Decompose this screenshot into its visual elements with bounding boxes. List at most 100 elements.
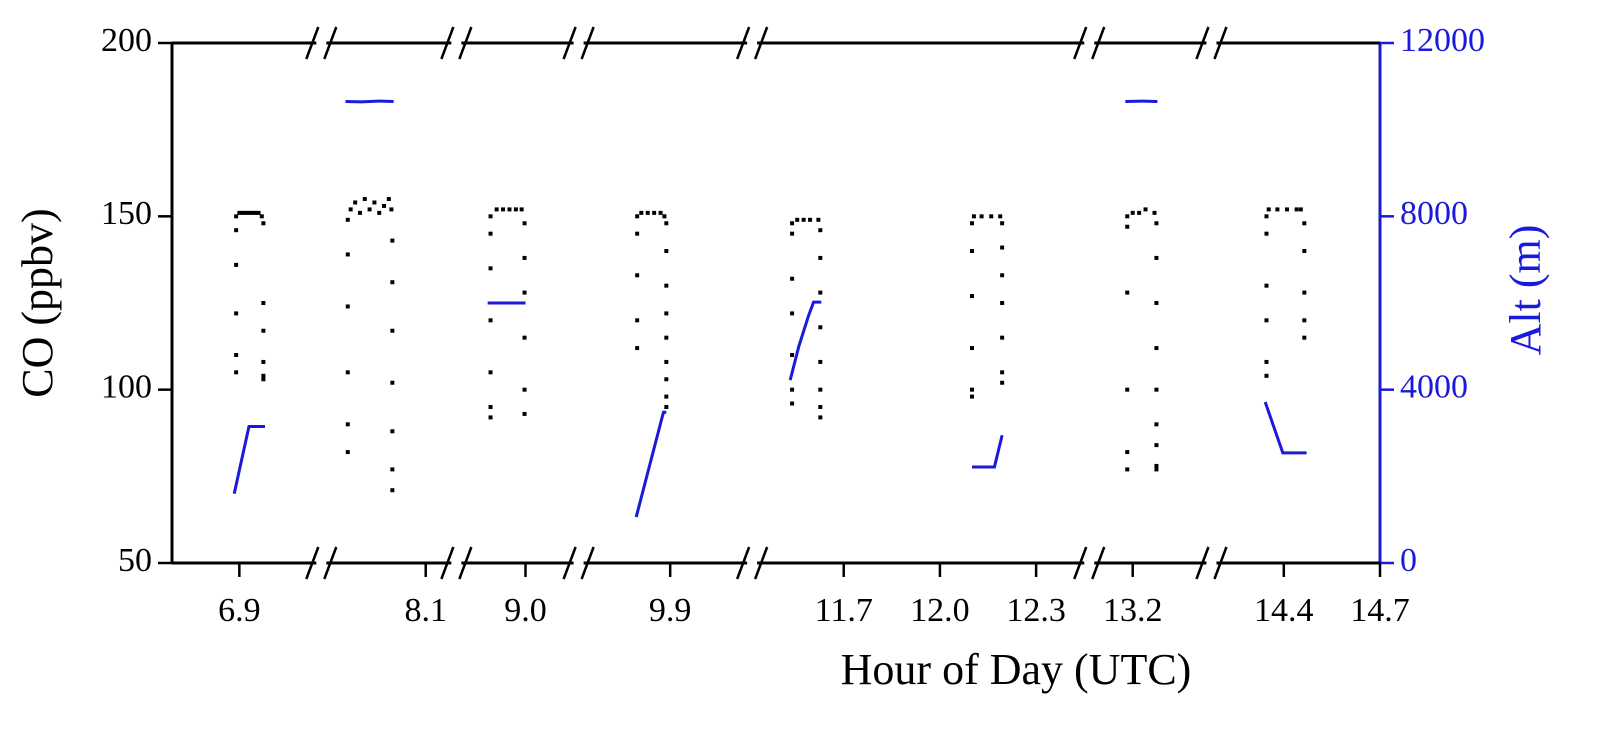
co-point (1000, 273, 1005, 278)
co-point (522, 221, 527, 226)
co-point (1264, 214, 1269, 219)
co-point (1143, 207, 1148, 212)
co-point (664, 394, 669, 399)
co-point (635, 318, 640, 323)
co-point (971, 214, 976, 219)
co-point (635, 214, 640, 219)
co-point (664, 405, 669, 409)
co-point (1154, 467, 1159, 472)
axis-break (1073, 26, 1088, 60)
co-point (389, 207, 394, 212)
co-point (386, 197, 391, 201)
co-point (818, 405, 823, 409)
co-point (1125, 387, 1130, 392)
co-point (488, 231, 493, 236)
co-point (348, 207, 353, 212)
co-point (234, 370, 239, 375)
x-tick-label: 9.0 (504, 592, 547, 629)
co-point (635, 231, 640, 236)
co-point (1000, 245, 1005, 250)
co-point (1125, 467, 1130, 472)
y-tick-label: 150 (101, 195, 152, 232)
co-point (234, 353, 239, 357)
co-point (513, 207, 518, 212)
x-tick-label: 13.2 (1103, 592, 1163, 629)
co-point (664, 283, 669, 288)
co-point (507, 207, 512, 212)
co-point (1152, 210, 1157, 215)
co-point (1154, 346, 1159, 351)
co-point (1266, 207, 1271, 212)
co-point (664, 377, 669, 382)
co-point (390, 380, 395, 385)
axis-break (440, 26, 455, 60)
co-point (664, 359, 669, 364)
co-point (390, 488, 395, 493)
axis-break (562, 26, 577, 60)
co-point (1154, 301, 1159, 305)
co-point (969, 294, 974, 299)
co-point (1000, 301, 1005, 305)
axis-break (305, 546, 320, 580)
co-point (1154, 221, 1159, 226)
co-point (367, 207, 372, 212)
co-point (664, 249, 669, 253)
co-point (816, 217, 821, 222)
co-point (790, 221, 795, 226)
co-point (790, 387, 795, 392)
x-axis-label: Hour of Day (UTC) (841, 645, 1192, 694)
co-point (1125, 450, 1130, 455)
co-point (989, 214, 994, 219)
co-point (1294, 207, 1299, 212)
co-point (261, 359, 266, 364)
co-point (488, 214, 493, 219)
altitude-line (1263, 401, 1307, 455)
co-point (522, 290, 527, 295)
co-point (1302, 318, 1307, 323)
co-point (362, 197, 367, 201)
co-point (664, 335, 669, 340)
co-point (390, 280, 395, 285)
co-point (519, 207, 524, 212)
co-point (261, 373, 266, 378)
co-point (1302, 221, 1307, 226)
co-point (522, 387, 527, 392)
co-point (488, 415, 493, 420)
co-point (795, 217, 800, 222)
x-tick-label: 11.7 (815, 592, 873, 629)
co-point (377, 210, 382, 215)
co-point (790, 353, 795, 357)
x-tick-label: 8.1 (404, 592, 447, 629)
axis-break (562, 546, 577, 580)
co-point (345, 217, 350, 222)
co-point (353, 200, 358, 205)
co-point (488, 370, 493, 375)
co-point (790, 276, 795, 281)
altitude-line (971, 434, 1004, 469)
x-tick-label: 6.9 (218, 592, 261, 629)
co-point (253, 210, 258, 215)
co-point (969, 346, 974, 351)
co-point (1154, 422, 1159, 427)
co-point (818, 325, 823, 330)
co-point (522, 411, 527, 416)
co-point (1264, 283, 1269, 288)
co-point (662, 214, 667, 219)
co-point (969, 394, 974, 399)
co-point (1130, 210, 1135, 215)
co-point (1000, 221, 1005, 226)
co-point (652, 210, 657, 215)
co-point (1275, 207, 1280, 212)
axis-break (1195, 546, 1210, 580)
co-point (969, 387, 974, 392)
x-tick-label: 14.7 (1350, 592, 1410, 629)
altitude-line (634, 410, 667, 518)
co-point (256, 210, 261, 215)
co-point (639, 210, 644, 215)
co-point (635, 273, 640, 278)
axis-break (305, 26, 320, 60)
co-point (664, 311, 669, 316)
co-point (1125, 214, 1130, 219)
